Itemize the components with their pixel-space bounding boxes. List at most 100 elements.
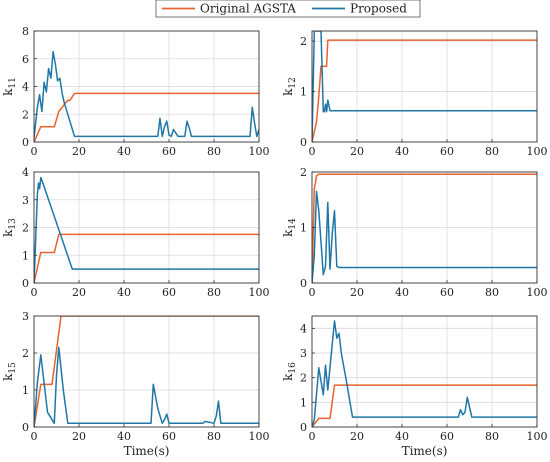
series-group [34, 316, 259, 427]
x-tick-label: 20 [72, 145, 86, 158]
x-tick-label: 60 [162, 286, 176, 299]
series-line-1 [34, 316, 259, 427]
y-axis-label: k16 [281, 362, 298, 381]
x-tick-label: 0 [309, 286, 316, 299]
series-line-2 [312, 320, 537, 427]
y-axis-label: k12 [281, 77, 298, 96]
subplot-k16: 0 20 40 60 80 100 0 1 2 3 4 k16 Time(s) [281, 315, 548, 458]
y-tick-label: 4 [300, 322, 307, 335]
series-group [34, 176, 259, 283]
legend-box [155, 0, 421, 18]
axes-box [311, 315, 538, 428]
y-tick-label: 0 [300, 136, 307, 149]
x-tick-label: 20 [350, 286, 364, 299]
axes-box [33, 315, 260, 428]
legend-label-series-1: Original AGSTA [200, 2, 296, 16]
subplot-k13: 0 20 40 60 80 100 0 1 2 3 4 k13 [1, 166, 270, 299]
x-tick-label: 100 [249, 286, 270, 299]
x-tick-label: 80 [485, 145, 499, 158]
x-tick-label: 60 [162, 145, 176, 158]
x-tick-label: 80 [207, 430, 221, 443]
y-tick-label: 4 [22, 81, 29, 94]
y-tick-label: 0 [22, 421, 29, 434]
x-tick-label: 100 [527, 286, 548, 299]
series-line-2 [34, 51, 259, 138]
plot-area [312, 31, 537, 142]
x-tick-label: 20 [72, 286, 86, 299]
y-tick-label: 1 [22, 384, 29, 397]
legend: Original AGSTA Proposed [155, 0, 421, 18]
x-tick-label: 80 [485, 286, 499, 299]
y-tick-label: 2 [22, 347, 29, 360]
legend-label-series-2: Proposed [350, 2, 407, 16]
y-tick-label: 3 [22, 194, 29, 207]
subplot-k11: 0 20 40 60 80 100 0 2 4 6 8 k11 [1, 25, 270, 158]
y-tick-label: 0 [300, 277, 307, 290]
y-tick-label: 1 [300, 222, 307, 235]
series-line-1 [34, 92, 259, 142]
x-tick-label: 60 [440, 145, 454, 158]
x-tick-label: 40 [117, 430, 131, 443]
plot-area [312, 316, 537, 427]
subplot-k14: 0 20 40 60 80 100 0 1 2 k14 [281, 166, 548, 299]
x-tick-label: 80 [207, 286, 221, 299]
y-tick-label: 0 [22, 277, 29, 290]
series-line-1 [312, 173, 537, 283]
x-tick-label: 60 [440, 430, 454, 443]
x-tick-label: 40 [395, 430, 409, 443]
y-tick-label: 6 [22, 53, 29, 66]
x-tick-label: 0 [31, 286, 38, 299]
x-tick-label: 0 [31, 145, 38, 158]
x-tick-label: 0 [309, 430, 316, 443]
series-group [312, 320, 537, 427]
axes-box [311, 30, 538, 143]
series-line-2 [34, 176, 259, 283]
y-tick-label: 0 [22, 136, 29, 149]
y-tick-label: 1 [300, 86, 307, 99]
x-tick-label: 60 [440, 286, 454, 299]
subplot-k12: 0 20 40 60 80 100 0 1 2 k12 [281, 30, 548, 158]
x-tick-label: 20 [350, 145, 364, 158]
x-tick-label: 40 [395, 145, 409, 158]
x-tick-label: 40 [117, 286, 131, 299]
y-axis-label: k13 [1, 218, 18, 237]
series-line-1 [312, 39, 537, 142]
x-tick-label: 40 [395, 286, 409, 299]
x-axis-label: Time(s) [124, 444, 170, 458]
x-tick-label: 100 [527, 430, 548, 443]
series-group [312, 173, 537, 283]
x-tick-label: 100 [249, 430, 270, 443]
x-tick-label: 0 [309, 145, 316, 158]
series-line-2 [312, 190, 537, 283]
x-tick-label: 0 [31, 430, 38, 443]
y-tick-label: 2 [300, 35, 307, 48]
y-tick-label: 1 [300, 396, 307, 409]
y-tick-label: 8 [22, 25, 29, 38]
subplot-k15: 0 20 40 60 80 100 0 1 2 3 k15 Time(s) [1, 310, 270, 458]
x-tick-label: 100 [527, 145, 548, 158]
y-axis-label: k11 [1, 77, 18, 96]
y-tick-label: 1 [22, 249, 29, 262]
series-line-1 [312, 384, 537, 427]
y-tick-label: 2 [300, 372, 307, 385]
y-axis-label: k14 [281, 218, 298, 237]
x-axis-label: Time(s) [402, 444, 448, 458]
y-axis-label: k15 [1, 362, 18, 381]
y-tick-label: 3 [22, 310, 29, 323]
y-tick-label: 2 [22, 108, 29, 121]
y-tick-label: 2 [22, 222, 29, 235]
series-line-2 [312, 31, 537, 142]
series-line-2 [34, 346, 259, 427]
x-tick-label: 20 [350, 430, 364, 443]
y-tick-label: 4 [22, 166, 29, 179]
x-tick-label: 20 [72, 430, 86, 443]
y-tick-label: 0 [300, 421, 307, 434]
x-tick-label: 80 [485, 430, 499, 443]
x-tick-label: 100 [249, 145, 270, 158]
y-tick-label: 3 [300, 347, 307, 360]
series-line-1 [34, 233, 259, 283]
x-tick-label: 80 [207, 145, 221, 158]
y-tick-label: 2 [300, 166, 307, 179]
x-tick-label: 40 [117, 145, 131, 158]
series-group [34, 51, 259, 142]
